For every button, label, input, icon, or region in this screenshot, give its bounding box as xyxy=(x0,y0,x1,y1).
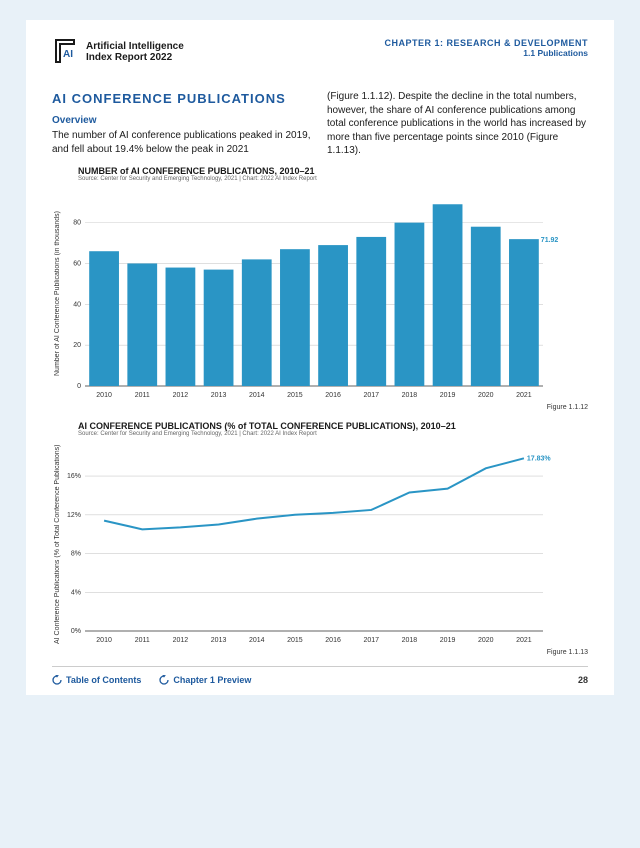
svg-text:2014: 2014 xyxy=(249,637,265,644)
overview-label: Overview xyxy=(52,114,313,128)
svg-text:2019: 2019 xyxy=(440,637,456,644)
svg-text:2013: 2013 xyxy=(211,392,227,399)
header-right: CHAPTER 1: RESEARCH & DEVELOPMENT 1.1 Pu… xyxy=(384,38,588,58)
chapter-sub: 1.1 Publications xyxy=(384,48,588,58)
svg-text:2010: 2010 xyxy=(96,637,112,644)
chart2-source: Source: Center for Security and Emerging… xyxy=(52,431,588,437)
svg-text:2019: 2019 xyxy=(440,392,456,399)
svg-text:0: 0 xyxy=(77,383,81,390)
svg-text:12%: 12% xyxy=(67,511,81,518)
svg-text:2011: 2011 xyxy=(135,392,150,399)
chart1-ylabel: Number of AI Conference Publications (in… xyxy=(52,184,63,404)
svg-text:20: 20 xyxy=(73,342,81,349)
page-footer: Table of Contents Chapter 1 Preview 28 xyxy=(52,666,588,685)
chart1-block: NUMBER of AI CONFERENCE PUBLICATIONS, 20… xyxy=(52,166,588,411)
logo-line1: Artificial Intelligence xyxy=(86,41,184,53)
ai-logo-icon: AI xyxy=(52,38,80,66)
svg-text:2015: 2015 xyxy=(287,637,303,644)
chart2-svg: 0% 4% 8% 12% 16% 2010 2011 2012 2013 2014 2015 2016… xyxy=(63,439,573,649)
return-icon xyxy=(52,675,62,685)
svg-text:2020: 2020 xyxy=(478,637,494,644)
svg-text:2018: 2018 xyxy=(402,392,418,399)
report-page: AI Artificial Intelligence Index Report … xyxy=(26,20,614,695)
svg-text:8%: 8% xyxy=(71,550,81,557)
chart1-title: NUMBER of AI CONFERENCE PUBLICATIONS, 20… xyxy=(52,166,588,176)
svg-text:2015: 2015 xyxy=(287,392,303,399)
chart1-source: Source: Center for Security and Emerging… xyxy=(52,176,588,182)
chart1-figlabel: Figure 1.1.12 xyxy=(52,404,588,411)
svg-text:2021: 2021 xyxy=(516,637,532,644)
svg-text:2011: 2011 xyxy=(135,637,150,644)
svg-text:60: 60 xyxy=(73,260,81,267)
toc-link[interactable]: Table of Contents xyxy=(52,675,141,685)
logo-text: Artificial Intelligence Index Report 202… xyxy=(86,41,184,64)
preview-label: Chapter 1 Preview xyxy=(173,675,251,685)
toc-label: Table of Contents xyxy=(66,675,141,685)
svg-text:71.92: 71.92 xyxy=(541,237,559,244)
left-column: AI CONFERENCE PUBLICATIONS Overview The … xyxy=(52,90,313,158)
section-title: AI CONFERENCE PUBLICATIONS xyxy=(52,90,313,108)
text-columns: AI CONFERENCE PUBLICATIONS Overview The … xyxy=(52,90,588,158)
svg-text:2018: 2018 xyxy=(402,637,418,644)
chart2-figlabel: Figure 1.1.13 xyxy=(52,649,588,656)
svg-text:40: 40 xyxy=(73,301,81,308)
svg-text:4%: 4% xyxy=(71,589,81,596)
page-header: AI Artificial Intelligence Index Report … xyxy=(52,38,588,66)
chart2-block: AI CONFERENCE PUBLICATIONS (% of TOTAL C… xyxy=(52,421,588,656)
logo-line2: Index Report 2022 xyxy=(86,52,184,64)
return-icon xyxy=(159,675,169,685)
right-column: (Figure 1.1.12). Despite the decline in … xyxy=(327,90,588,158)
svg-text:2013: 2013 xyxy=(211,637,227,644)
svg-text:2014: 2014 xyxy=(249,392,265,399)
chart1-svg: 0 20 40 60 80 2010 2011 2012 2013 2014 2015 2016 201… xyxy=(63,184,573,404)
page-number: 28 xyxy=(578,675,588,685)
svg-text:2021: 2021 xyxy=(516,392,532,399)
chapter-preview-link[interactable]: Chapter 1 Preview xyxy=(159,675,251,685)
svg-text:2010: 2010 xyxy=(96,392,112,399)
svg-text:2017: 2017 xyxy=(363,392,379,399)
overview-text: The number of AI conference publications… xyxy=(52,129,313,156)
svg-text:2016: 2016 xyxy=(325,392,341,399)
svg-text:2016: 2016 xyxy=(325,637,341,644)
chart2-ylabel: AI Conference Publications (% of Total C… xyxy=(52,439,63,649)
svg-text:17.83%: 17.83% xyxy=(527,455,552,462)
svg-text:2012: 2012 xyxy=(173,637,189,644)
svg-text:16%: 16% xyxy=(67,473,81,480)
overview-text-cont: (Figure 1.1.12). Despite the decline in … xyxy=(327,90,588,158)
svg-text:2017: 2017 xyxy=(363,637,379,644)
logo-block: AI Artificial Intelligence Index Report … xyxy=(52,38,184,66)
svg-text:2012: 2012 xyxy=(173,392,189,399)
svg-text:2020: 2020 xyxy=(478,392,494,399)
svg-text:AI: AI xyxy=(63,49,73,60)
chart2-title: AI CONFERENCE PUBLICATIONS (% of TOTAL C… xyxy=(52,421,588,431)
svg-text:0%: 0% xyxy=(71,628,81,635)
svg-text:80: 80 xyxy=(73,219,81,226)
chapter-label: CHAPTER 1: RESEARCH & DEVELOPMENT xyxy=(384,38,588,48)
